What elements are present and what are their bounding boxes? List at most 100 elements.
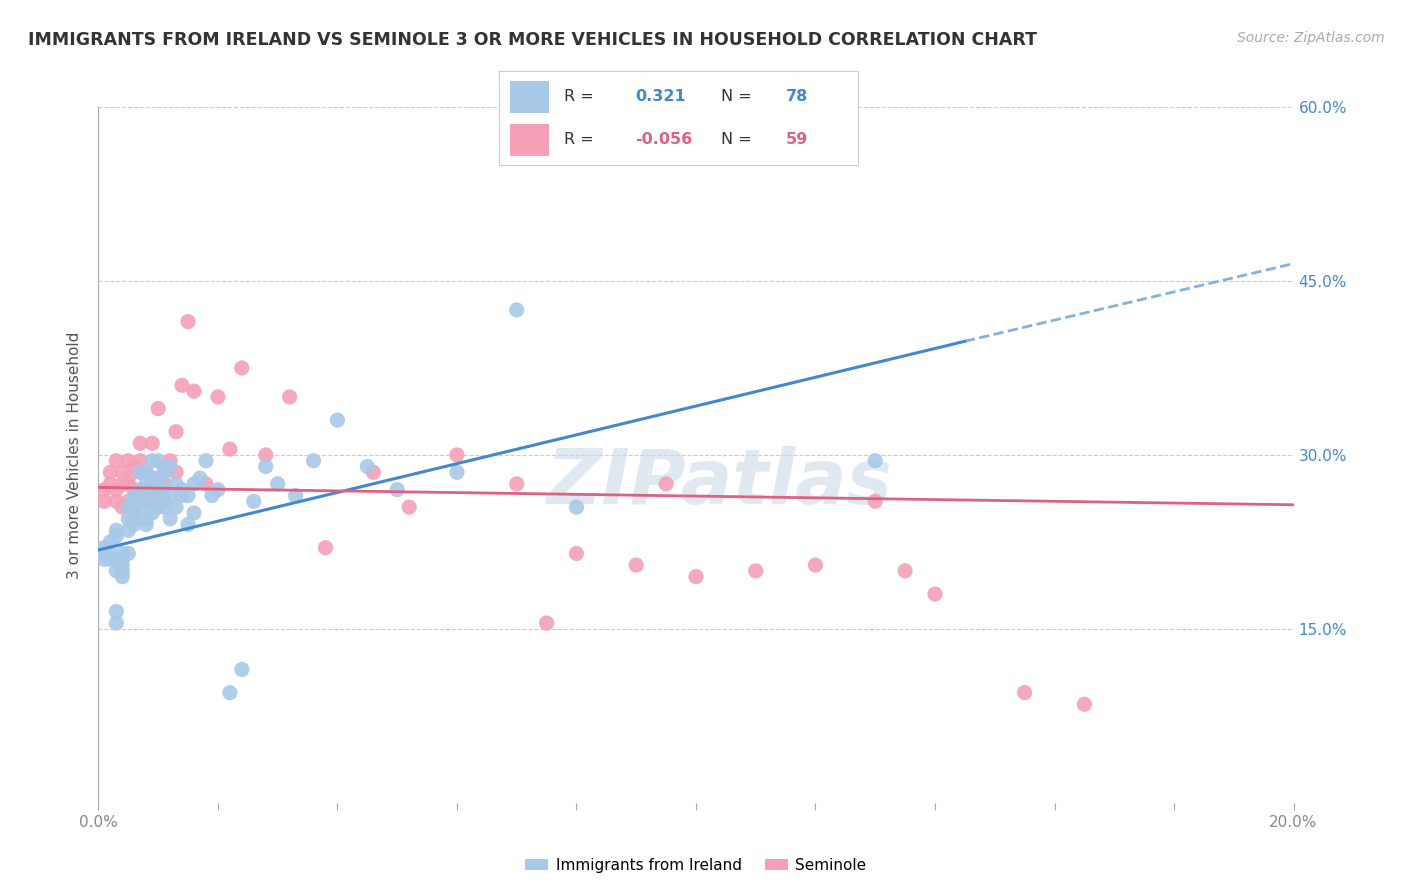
Point [105, 605, 128, 619]
Point [506, 302, 529, 317]
Point [207, 390, 229, 404]
Point [565, 546, 588, 561]
Point [93, 494, 115, 508]
Point [111, 546, 134, 561]
Point [124, 517, 146, 532]
Point [111, 552, 134, 566]
Point [105, 529, 128, 543]
Point [117, 500, 139, 514]
Point [124, 506, 146, 520]
Point [446, 466, 468, 480]
Point [100, 546, 122, 561]
Point [117, 546, 139, 561]
Point [207, 483, 229, 497]
Point [165, 500, 187, 514]
Point [231, 360, 253, 375]
Text: IMMIGRANTS FROM IRELAND VS SEMINOLE 3 OR MORE VEHICLES IN HOUSEHOLD CORRELATION : IMMIGRANTS FROM IRELAND VS SEMINOLE 3 OR… [28, 31, 1038, 49]
Text: ZIPatlas: ZIPatlas [547, 446, 893, 520]
Point [924, 587, 946, 601]
Point [135, 494, 157, 508]
FancyBboxPatch shape [510, 124, 550, 156]
Point [153, 500, 176, 514]
Point [195, 476, 218, 491]
Point [159, 511, 181, 525]
Point [111, 466, 134, 480]
Point [105, 453, 128, 467]
Point [148, 471, 170, 485]
FancyBboxPatch shape [510, 81, 550, 112]
Point [1073, 698, 1095, 712]
Point [153, 494, 176, 508]
Point [398, 500, 420, 514]
Point [284, 489, 307, 503]
Point [135, 494, 157, 508]
Point [93, 546, 115, 561]
Point [141, 506, 163, 520]
Point [278, 390, 301, 404]
Point [129, 453, 152, 467]
Point [1014, 685, 1036, 699]
Point [129, 500, 152, 514]
Point [254, 459, 277, 474]
Point [117, 471, 139, 485]
Point [105, 523, 128, 537]
Point [124, 511, 146, 525]
Point [302, 453, 325, 467]
Point [111, 564, 134, 578]
Point [172, 483, 194, 497]
Text: N =: N = [721, 132, 752, 147]
Point [219, 685, 242, 699]
Point [165, 476, 187, 491]
Point [129, 494, 152, 508]
Point [894, 564, 917, 578]
Point [129, 466, 152, 480]
Point [111, 558, 134, 573]
Point [177, 489, 200, 503]
Point [188, 471, 211, 485]
Point [506, 476, 529, 491]
Point [124, 511, 146, 525]
Point [105, 564, 128, 578]
Point [129, 436, 152, 450]
Point [135, 466, 157, 480]
Point [153, 466, 176, 480]
Point [129, 466, 152, 480]
Point [117, 523, 139, 537]
Point [536, 615, 558, 630]
Point [117, 453, 139, 467]
Point [124, 483, 146, 497]
Point [135, 476, 157, 491]
Point [177, 517, 200, 532]
Point [804, 558, 827, 573]
Legend: Immigrants from Ireland, Seminole: Immigrants from Ireland, Seminole [519, 852, 873, 879]
Point [135, 466, 157, 480]
Text: 0.321: 0.321 [636, 89, 686, 104]
Point [446, 448, 468, 462]
Point [148, 453, 170, 467]
Point [129, 483, 152, 497]
Point [124, 494, 146, 508]
Point [111, 569, 134, 583]
Point [124, 506, 146, 520]
Text: R =: R = [564, 89, 593, 104]
Point [183, 476, 205, 491]
Point [117, 476, 139, 491]
Point [135, 483, 157, 497]
Text: Source: ZipAtlas.com: Source: ZipAtlas.com [1237, 31, 1385, 45]
Point [201, 489, 224, 503]
Point [124, 489, 146, 503]
Point [565, 500, 588, 514]
Point [177, 314, 200, 328]
Text: N =: N = [721, 89, 752, 104]
Point [129, 489, 152, 503]
Point [254, 448, 277, 462]
Point [153, 459, 176, 474]
Point [172, 489, 194, 503]
Point [153, 476, 176, 491]
Point [100, 534, 122, 549]
Point [745, 564, 768, 578]
Point [141, 471, 163, 485]
Point [153, 466, 176, 480]
Point [195, 453, 218, 467]
Text: 59: 59 [786, 132, 808, 147]
